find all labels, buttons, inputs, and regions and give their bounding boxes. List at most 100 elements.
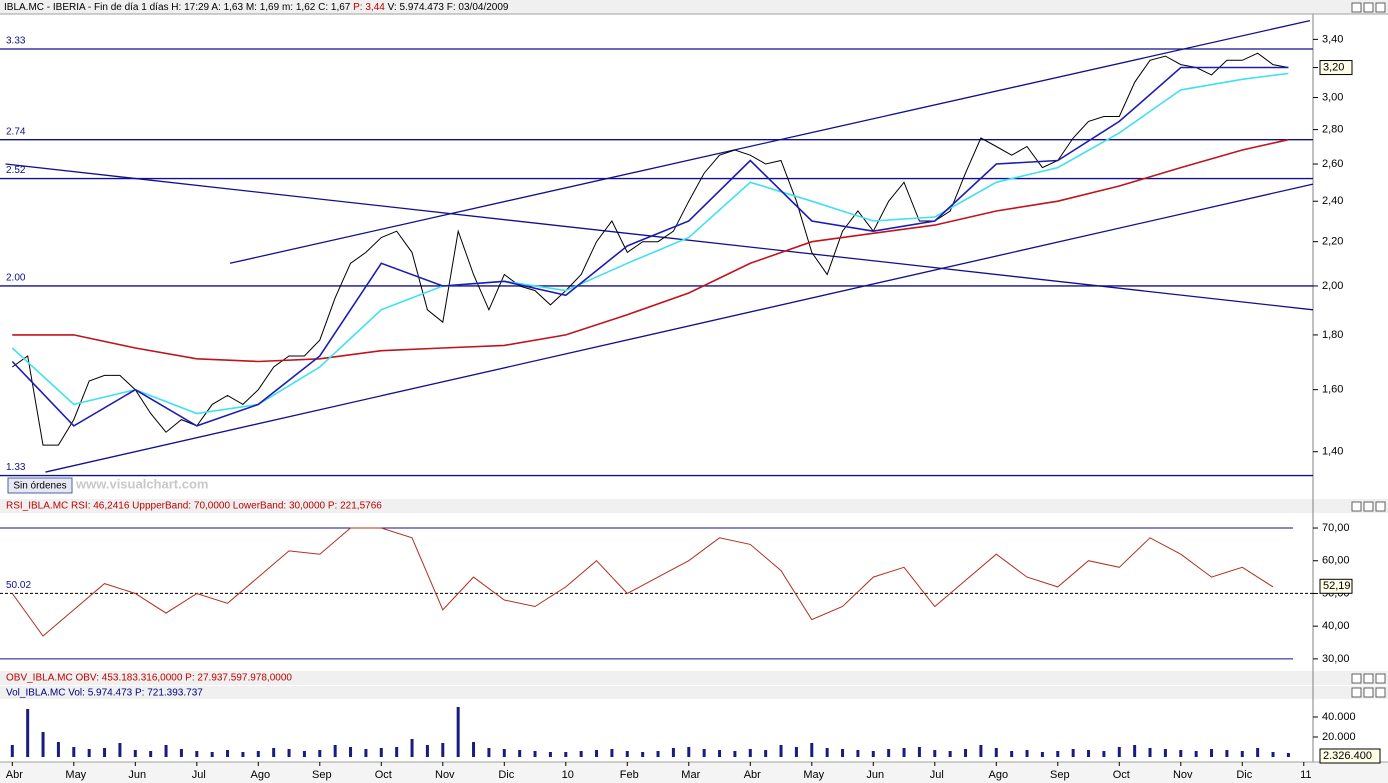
volume-bar [1240, 751, 1244, 757]
header-part: IBLA.MC - IBERIA - Fin de día 1 días [4, 2, 169, 13]
series-line [11, 527, 1274, 637]
window-buttons[interactable] [1351, 2, 1386, 698]
volume-bar [318, 750, 322, 757]
header: IBLA.MC - IBERIA - Fin de día 1 días H: … [4, 2, 509, 13]
volume-bar [748, 749, 752, 757]
volume-bar [595, 750, 599, 757]
volume-bar [656, 751, 660, 757]
volume-bar [118, 743, 122, 757]
volume-bar [349, 747, 353, 757]
volume-bar [487, 748, 491, 757]
volume-bar [887, 749, 891, 757]
volume-bar [518, 750, 522, 757]
minimize-button[interactable] [1351, 501, 1362, 512]
volume-bar [1117, 747, 1121, 757]
volume-bar [948, 751, 952, 757]
orders-button[interactable] [7, 477, 73, 494]
x-tick-label: May [65, 769, 86, 781]
x-axis-bar [0, 762, 1388, 783]
volume-bar [1286, 753, 1290, 757]
volume-bar [56, 742, 60, 757]
x-tick-label: Dic [498, 769, 514, 781]
close-button[interactable] [1375, 687, 1386, 698]
y-tick-label: 2,40 [1322, 195, 1343, 207]
close-button[interactable] [1375, 2, 1386, 13]
minimize-button[interactable] [1351, 2, 1362, 13]
volume-bar [979, 745, 983, 757]
y-tick-label: 3,00 [1322, 91, 1343, 103]
volume-bar [103, 748, 107, 757]
volume-bar [287, 749, 291, 757]
volume-bar [1040, 752, 1044, 757]
y-tick-label: 20.000 [1322, 731, 1356, 743]
watermark: www.visualchart.com [75, 476, 208, 491]
y-tick-label: 2,60 [1322, 158, 1343, 170]
series-line [12, 52, 1289, 446]
volume-bar [548, 752, 552, 757]
series-line [11, 66, 1289, 427]
volume-bar [1194, 751, 1198, 757]
volume-bar [671, 748, 675, 757]
volume-bar [702, 749, 706, 757]
volume-bar [1087, 750, 1091, 757]
volume-bar [333, 745, 337, 757]
y-tick-label: 1,60 [1322, 384, 1343, 396]
maximize-button[interactable] [1363, 687, 1374, 698]
minimize-button[interactable] [1351, 673, 1362, 684]
header-part: P: 3,44 [353, 2, 385, 13]
volume-bar [687, 747, 691, 757]
volume-bar [733, 751, 737, 757]
minimize-button[interactable] [1351, 687, 1362, 698]
rsi-header-bar [0, 499, 1388, 513]
x-tick-label: 10 [562, 769, 574, 781]
volume-bar [1225, 750, 1229, 757]
y-tick-label: 40.000 [1322, 711, 1356, 723]
volume-bar [256, 751, 260, 757]
volume-bar [625, 751, 629, 757]
header-part: C: 1,67 [318, 2, 351, 13]
support-label: 3.33 [6, 36, 26, 47]
rsi-title: RSI_IBLA.MC RSI: 46,2416 UppperBand: 70,… [6, 501, 382, 512]
close-button[interactable] [1375, 673, 1386, 684]
header-part: F: 03/04/2009 [447, 2, 509, 13]
volume-bar [533, 751, 537, 757]
support-label: 2.00 [6, 273, 26, 284]
volume-bar [902, 748, 906, 757]
x-tick-label: Dic [1236, 769, 1252, 781]
obv-title: OBV_IBLA.MC OBV: 453.183.316,0000 P: 27.… [6, 673, 292, 684]
x-tick-label: May [803, 769, 824, 781]
maximize-button[interactable] [1363, 673, 1374, 684]
volume-bar [917, 747, 921, 757]
x-tick-label: Jun [866, 769, 884, 781]
volume-bar [779, 745, 783, 757]
volume-bar [841, 749, 845, 757]
volume-bar [149, 751, 153, 757]
maximize-button[interactable] [1363, 2, 1374, 13]
y-tick-label: 30,00 [1322, 653, 1350, 665]
volume-bar [26, 709, 30, 757]
maximize-button[interactable] [1363, 501, 1374, 512]
volume-bar [395, 747, 399, 757]
volume-bar [994, 748, 998, 757]
volume-bar [41, 732, 45, 757]
volume-bar [164, 745, 168, 757]
orders-button-label[interactable]: Sin órdenes [13, 481, 66, 492]
header-part: H: 17:29 [171, 2, 209, 13]
volume-bar [441, 743, 445, 757]
y-tick-label: 2,20 [1322, 236, 1343, 248]
volume-bar [564, 752, 568, 757]
header-part: A: 1,63 [211, 2, 243, 13]
volume-bar [133, 750, 137, 757]
y-tick-label: 1,80 [1322, 329, 1343, 341]
support-label: 1.33 [6, 462, 26, 473]
vol-title: Vol_IBLA.MC Vol: 5.974.473 P: 721.393.73… [6, 688, 203, 699]
x-tick-label: Sep [1050, 769, 1070, 781]
y-tick-label: 2,00 [1322, 280, 1343, 292]
y-tick-label: 70,00 [1322, 522, 1350, 534]
close-button[interactable] [1375, 501, 1386, 512]
volume-bar [825, 748, 829, 757]
volume-bar [1133, 745, 1137, 757]
volume-bar [933, 750, 937, 757]
